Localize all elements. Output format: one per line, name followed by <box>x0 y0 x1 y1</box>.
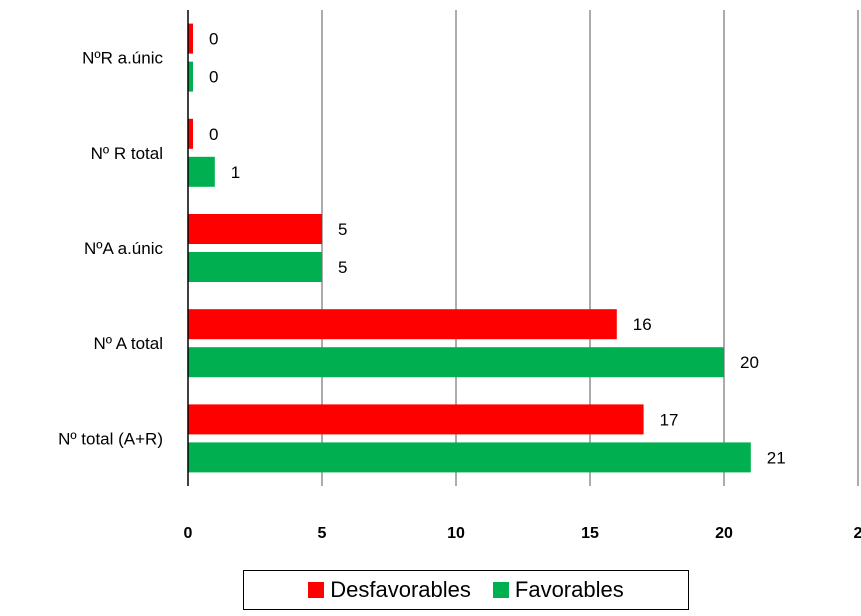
value-label: 1 <box>231 163 240 182</box>
bar-desfavorables <box>188 23 193 54</box>
category-label: Nº total (A+R) <box>58 429 163 448</box>
x-tick-label: 10 <box>447 525 465 542</box>
legend-label-favorables: Favorables <box>514 577 624 602</box>
value-label: 17 <box>660 410 679 429</box>
value-label: 20 <box>740 353 759 372</box>
legend-swatch-desfavorables <box>308 582 325 598</box>
x-tick-label: 5 <box>318 525 327 542</box>
legend: Desfavorables Favorables <box>243 570 689 610</box>
category-labels: NºR a.únic Nº R total NºA a.únic Nº A total… <box>58 49 163 449</box>
bar-desfavorables <box>188 309 617 340</box>
x-tick-label: 20 <box>715 525 733 542</box>
bar-desfavorables <box>188 404 644 435</box>
value-label: 5 <box>338 220 347 239</box>
value-label: 0 <box>209 30 218 49</box>
category-label: NºR a.únic <box>82 49 163 68</box>
legend-label-desfavorables: Desfavorables <box>330 577 471 602</box>
category-label: Nº A total <box>93 334 163 353</box>
bar-favorables <box>188 347 724 378</box>
x-tick-label: 0 <box>184 525 193 542</box>
bar-desfavorables <box>188 118 193 149</box>
legend-item-desfavorables: Desfavorables <box>308 577 471 603</box>
bar-favorables <box>188 252 322 282</box>
legend-swatch-favorables <box>492 582 509 598</box>
bar-favorables <box>188 61 193 92</box>
value-label: 16 <box>633 315 652 334</box>
legend-item-favorables: Favorables <box>492 577 624 603</box>
x-tick-label: 2 <box>854 525 861 542</box>
x-axis-ticks: 0 5 10 15 20 2 <box>184 525 861 542</box>
category-label: NºA a.únic <box>84 239 163 258</box>
bar-favorables <box>188 442 751 473</box>
value-label: 0 <box>209 68 218 87</box>
x-tick-label: 15 <box>581 525 599 542</box>
value-label: 0 <box>209 125 218 144</box>
bar-favorables <box>188 156 215 187</box>
value-label: 21 <box>767 448 786 467</box>
bars <box>188 23 751 473</box>
bar-desfavorables <box>188 214 322 244</box>
value-label: 5 <box>338 258 347 277</box>
category-label: Nº R total <box>91 144 163 163</box>
